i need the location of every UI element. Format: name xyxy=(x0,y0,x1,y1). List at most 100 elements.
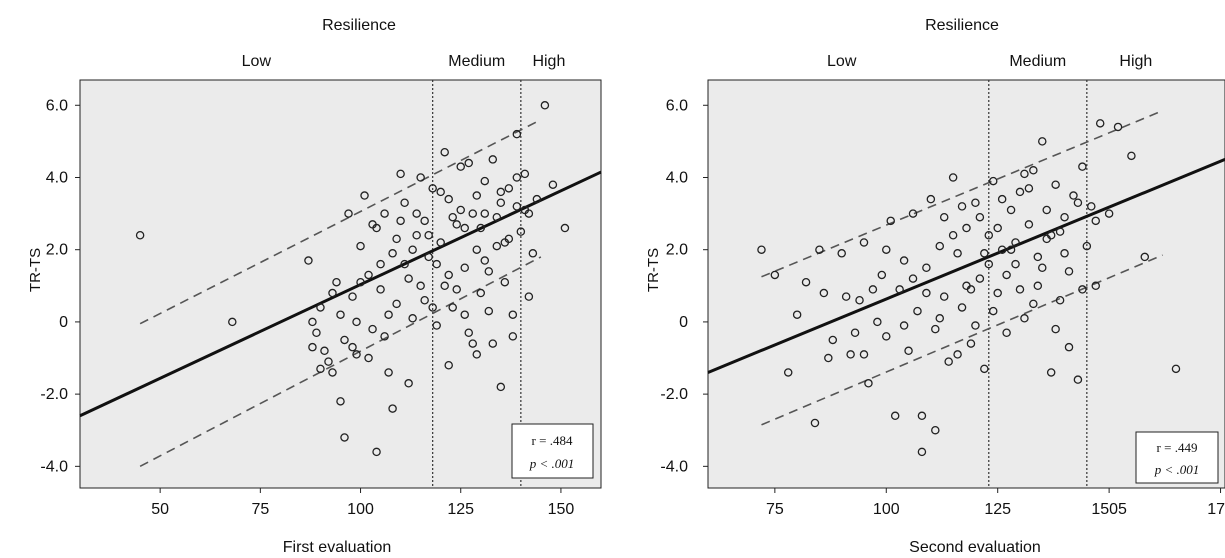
data-point xyxy=(464,328,473,337)
data-point xyxy=(1060,249,1069,258)
data-point xyxy=(984,259,994,269)
data-point xyxy=(966,339,976,348)
data-point xyxy=(308,342,317,352)
data-point xyxy=(480,256,490,265)
data-point xyxy=(908,274,918,283)
chart-first-evaluation: Resilience Low Medium High 50 75 100 125 150 6… xyxy=(27,17,602,556)
data-point xyxy=(356,277,365,287)
data-point xyxy=(957,202,967,211)
data-point xyxy=(328,288,337,298)
data-point xyxy=(828,335,838,345)
data-point xyxy=(472,350,482,359)
data-point xyxy=(476,223,486,233)
x-tick-label: 50 xyxy=(151,501,169,518)
region-label: High xyxy=(1119,53,1152,70)
x-tick-label: 100 xyxy=(873,501,900,518)
data-point xyxy=(448,212,457,222)
data-point xyxy=(1069,191,1078,200)
data-point xyxy=(488,339,498,348)
data-point xyxy=(380,209,389,218)
y-tick-label: 6.0 xyxy=(46,97,68,114)
data-point xyxy=(384,310,393,319)
data-point xyxy=(971,198,980,208)
data-point xyxy=(396,169,405,179)
data-point xyxy=(380,332,389,341)
data-point xyxy=(352,317,361,327)
p-value: p < .001 xyxy=(1154,462,1200,477)
data-point xyxy=(440,281,449,291)
data-point xyxy=(980,364,989,374)
data-point xyxy=(997,194,1007,204)
data-point xyxy=(456,162,465,171)
fit-line-group xyxy=(707,158,1225,374)
prediction-bands xyxy=(761,109,1163,426)
data-point xyxy=(468,209,478,218)
data-point xyxy=(1002,270,1011,280)
data-point xyxy=(935,314,945,323)
data-point xyxy=(904,346,913,356)
data-point xyxy=(948,173,958,182)
data-point xyxy=(432,321,441,330)
data-point xyxy=(1060,212,1069,222)
x-tick-label: 150 xyxy=(548,501,575,518)
data-point xyxy=(1095,119,1105,128)
data-point xyxy=(1082,241,1092,251)
data-point xyxy=(420,216,429,226)
data-point xyxy=(500,277,510,287)
data-point xyxy=(1073,375,1083,384)
data-point xyxy=(560,223,570,233)
data-point xyxy=(819,288,829,298)
r-value: r = .484 xyxy=(532,433,573,448)
data-point xyxy=(1015,285,1025,294)
data-point xyxy=(988,176,998,186)
data-point xyxy=(460,263,469,273)
data-point xyxy=(953,249,962,258)
data-point xyxy=(412,209,421,218)
data-point xyxy=(935,241,945,251)
data-point xyxy=(917,447,927,457)
x-tick-label: 125 xyxy=(984,501,1011,518)
lower-band-line xyxy=(761,254,1163,426)
data-point xyxy=(460,310,469,319)
data-point xyxy=(1104,209,1114,218)
data-point xyxy=(324,357,333,366)
data-point xyxy=(416,173,425,182)
data-point xyxy=(1055,295,1065,305)
data-point xyxy=(859,350,869,359)
data-point xyxy=(953,350,962,359)
data-point xyxy=(384,368,393,377)
data-point xyxy=(1029,299,1038,309)
data-point xyxy=(877,270,887,280)
x-axis-ticks: 75 100 125 1505 175 xyxy=(766,488,1225,518)
data-point xyxy=(864,379,873,388)
data-point xyxy=(364,353,373,363)
data-point xyxy=(855,295,864,305)
data-point xyxy=(388,404,397,413)
data-point xyxy=(783,368,793,377)
data-point xyxy=(392,234,401,244)
data-point xyxy=(316,364,325,374)
data-point xyxy=(882,332,891,341)
fit-line-group xyxy=(79,170,602,418)
data-point xyxy=(376,259,385,269)
data-point xyxy=(320,346,329,356)
data-point xyxy=(1024,220,1034,229)
data-point xyxy=(420,295,429,305)
data-point xyxy=(1127,151,1136,161)
data-point xyxy=(135,231,145,240)
data-point xyxy=(412,231,421,240)
data-point xyxy=(850,328,860,337)
data-point xyxy=(392,299,401,309)
y-tick-label: -2.0 xyxy=(660,386,688,403)
data-point xyxy=(496,198,506,208)
data-point xyxy=(476,288,486,298)
data-point xyxy=(504,184,514,193)
data-point xyxy=(512,202,522,211)
data-point xyxy=(1038,263,1047,273)
data-point xyxy=(436,187,445,197)
data-point xyxy=(1064,267,1074,276)
data-point xyxy=(908,209,918,218)
x-axis-label: First evaluation xyxy=(283,539,392,556)
resilience-regions: Low Medium High xyxy=(827,53,1152,70)
data-point xyxy=(424,231,433,240)
